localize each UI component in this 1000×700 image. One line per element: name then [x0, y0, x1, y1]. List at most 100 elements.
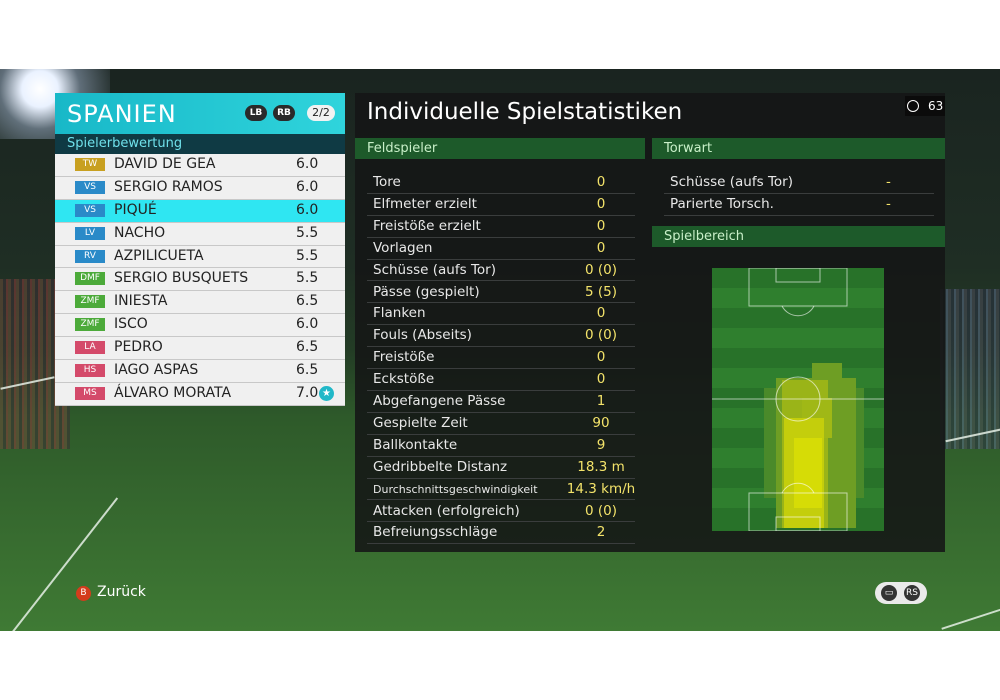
rb-button[interactable]: RB [273, 105, 295, 121]
player-row[interactable]: ZMF INIESTA 6.5 [55, 291, 345, 315]
player-name: PEDRO [114, 339, 163, 356]
stat-value: 18.3 m [577, 458, 625, 475]
field-stat-row: Freistöße 0 [367, 346, 635, 370]
player-row[interactable]: LV NACHO 5.5 [55, 222, 345, 246]
heatmap-pitch [712, 268, 884, 531]
stat-value: 14.3 km/h [566, 480, 636, 497]
lb-button[interactable]: LB [245, 105, 267, 121]
stat-value: 1 [596, 393, 606, 409]
player-row[interactable]: LA PEDRO 6.5 [55, 337, 345, 361]
pitch-line [11, 497, 119, 631]
stat-value: 0 [596, 195, 606, 212]
player-row[interactable]: VS PIQUÉ 6.0 [55, 199, 345, 223]
stat-value: 0 [596, 174, 606, 190]
ratings-title: Spielerbewertung [55, 134, 345, 154]
player-rating: 5.5 [296, 270, 319, 287]
field-stat-row: Attacken (erfolgreich) 0 (0) [367, 500, 635, 523]
stat-label: Flanken [373, 305, 426, 322]
stat-value: 2 [596, 524, 606, 541]
position-badge: ZMF [75, 295, 105, 309]
crowd-stand-right [940, 289, 1000, 449]
stat-label: Abgefangene Pässe [373, 393, 506, 409]
player-rating: 7.0 [296, 384, 319, 401]
stat-value: 0 (0) [584, 502, 617, 519]
player-row[interactable]: RV AZPILICUETA 5.5 [55, 245, 345, 269]
back-button[interactable]: B Zurück [76, 584, 146, 601]
stat-label: Schüsse (aufs Tor) [373, 261, 496, 278]
player-name: IAGO ASPAS [114, 362, 199, 379]
player-row[interactable]: MS ÁLVARO MORATA 7.0 ★ [55, 382, 345, 406]
player-row[interactable]: TW DAVID DE GEA 6.0 [55, 154, 345, 177]
position-badge: LA [75, 341, 105, 355]
field-stat-row: Tore 0 [367, 171, 635, 194]
field-stat-row: Befreiungsschläge 2 [367, 521, 635, 545]
field-stat-row: Elfmeter erzielt 0 [367, 193, 635, 216]
chat-icon: ▭ [881, 585, 897, 601]
team-name: SPANIEN [67, 100, 177, 128]
position-badge: MS [75, 386, 105, 400]
match-timer: 63 [905, 96, 945, 116]
player-name: AZPILICUETA [114, 247, 204, 264]
stat-label: Befreiungsschläge [373, 524, 498, 541]
field-stat-row: Eckstöße 0 [367, 368, 635, 391]
timer-value: 63 [928, 99, 944, 113]
goalkeeper-stat-row: Schüsse (aufs Tor) - [664, 171, 934, 194]
rs-button-icon: RS [904, 585, 920, 601]
player-row[interactable]: VS SERGIO RAMOS 6.0 [55, 176, 345, 200]
field-stat-row: Flanken 0 [367, 302, 635, 326]
back-label: Zurück [97, 584, 146, 600]
player-rating: 6.0 [296, 316, 319, 333]
player-row[interactable]: HS IAGO ASPAS 6.5 [55, 360, 345, 383]
stat-label: Fouls (Abseits) [373, 327, 472, 344]
stat-value: 0 [596, 217, 606, 234]
stat-label: Elfmeter erzielt [373, 195, 477, 212]
pitch-line [941, 606, 1000, 630]
stat-value: 0 [596, 349, 606, 366]
player-row[interactable]: ZMF ISCO 6.0 [55, 314, 345, 338]
goalkeeper-header: Torwart [652, 138, 945, 159]
stat-label: Eckstöße [373, 371, 435, 388]
stat-value: 0 [596, 371, 606, 388]
position-badge: LV [75, 226, 105, 240]
stat-label: Freistöße erzielt [373, 217, 481, 234]
stats-panel: Individuelle Spielstatistiken 63 Feldspi… [355, 93, 945, 552]
player-rating: 6.0 [296, 201, 319, 218]
player-name: ISCO [114, 316, 148, 333]
stat-label: Parierte Torsch. [670, 195, 774, 212]
player-row[interactable]: DMF SERGIO BUSQUETS 5.5 [55, 268, 345, 292]
player-rating: 5.5 [296, 247, 319, 264]
stat-value: - [886, 174, 891, 190]
field-stat-row: Abgefangene Pässe 1 [367, 390, 635, 413]
player-rating: 6.5 [296, 293, 319, 310]
player-list: TW DAVID DE GEA 6.0 VS SERGIO RAMOS 6.0 VS PIQU… [55, 154, 345, 406]
field-stat-row: Durchschnittsgeschwindigkeit 14.3 km/h [367, 478, 635, 501]
play-area-header: Spielbereich [652, 226, 945, 247]
field-stat-row: Freistöße erzielt 0 [367, 215, 635, 238]
player-rating: 6.5 [296, 339, 319, 356]
team-ratings-panel: SPANIEN LB RB 2/2 Spielerbewertung TW DAV… [55, 93, 345, 406]
goalkeeper-stat-row: Parierte Torsch. - [664, 193, 934, 216]
stat-label: Ballkontakte [373, 436, 458, 453]
stat-value: 90 [592, 414, 610, 431]
field-stat-row: Vorlagen 0 [367, 237, 635, 260]
position-badge: ZMF [75, 318, 105, 332]
position-badge: TW [75, 158, 105, 171]
player-name: SERGIO BUSQUETS [114, 270, 249, 287]
player-rating: 6.0 [296, 156, 319, 172]
chat-rs-button[interactable]: ▭ RS [875, 582, 927, 604]
player-name: DAVID DE GEA [114, 156, 216, 172]
field-stat-row: Gedribbelte Distanz 18.3 m [367, 456, 635, 479]
player-rating: 6.0 [296, 178, 319, 195]
player-name: PIQUÉ [114, 201, 157, 218]
player-name: SERGIO RAMOS [114, 178, 223, 195]
position-badge: DMF [75, 272, 105, 286]
field-stat-row: Ballkontakte 9 [367, 434, 635, 457]
player-name: NACHO [114, 224, 166, 241]
heatmap-graphic [712, 268, 884, 531]
stat-label: Tore [373, 174, 401, 190]
page-indicator: 2/2 [307, 105, 335, 121]
field-stat-row: Fouls (Abseits) 0 (0) [367, 324, 635, 348]
field-player-header: Feldspieler [355, 138, 645, 159]
position-badge: VS [75, 203, 105, 217]
team-header: SPANIEN LB RB 2/2 [55, 93, 345, 134]
